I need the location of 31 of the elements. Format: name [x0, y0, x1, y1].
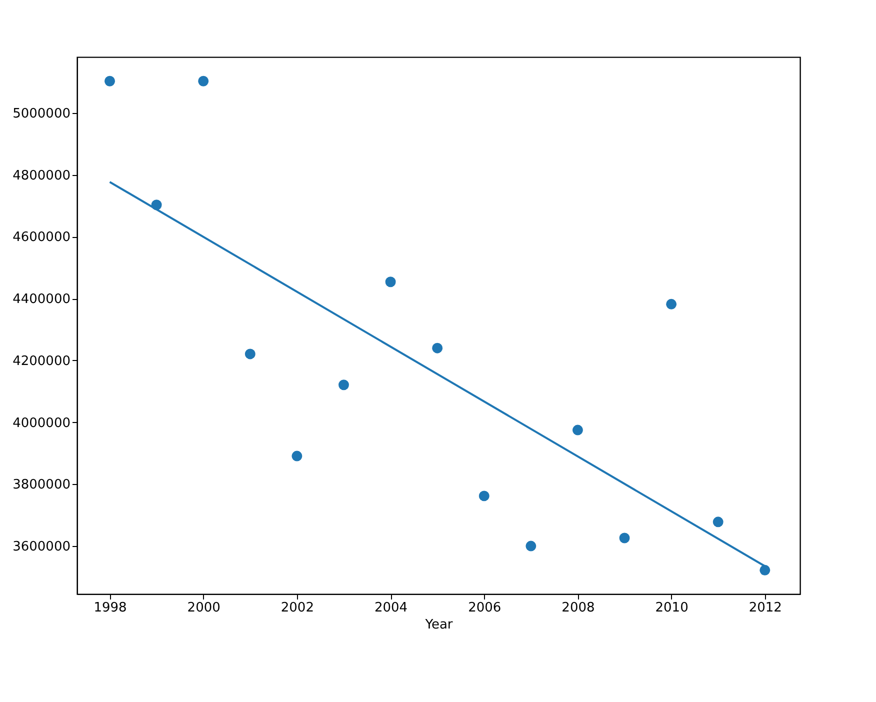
point	[385, 276, 396, 288]
y-tick-label: 4400000	[12, 292, 70, 308]
point	[338, 380, 349, 390]
point	[478, 490, 490, 502]
x-tick-label: 2004	[374, 600, 408, 616]
point	[526, 540, 536, 552]
y-tick-label: 4600000	[12, 230, 70, 246]
point	[619, 532, 630, 544]
y-tick-label: 5000000	[12, 106, 70, 122]
point	[292, 450, 302, 462]
x-tick-label: 2008	[562, 600, 595, 616]
x-tick-label: 1998	[94, 600, 127, 616]
x-tick-label: 2000	[187, 600, 220, 616]
point	[712, 516, 724, 528]
point	[760, 564, 770, 576]
y-tick-label: 3600000	[12, 540, 70, 555]
x-axis-title: Year	[424, 618, 454, 632]
x-tick-label: 2012	[748, 600, 782, 616]
point	[432, 342, 443, 354]
x-tick-label: 2010	[655, 600, 688, 616]
x-tick-label: 2002	[280, 600, 314, 616]
x-tick-label: 2006	[468, 600, 502, 616]
point	[666, 298, 677, 310]
y-tick-label: 3800000	[12, 478, 70, 493]
y-tick-label: 4200000	[12, 354, 70, 369]
point	[244, 348, 256, 360]
y-tick-label: 4000000	[12, 416, 70, 431]
y-tick-label: 4800000	[12, 168, 70, 184]
point	[572, 424, 583, 436]
point	[104, 76, 115, 86]
point	[198, 76, 209, 86]
